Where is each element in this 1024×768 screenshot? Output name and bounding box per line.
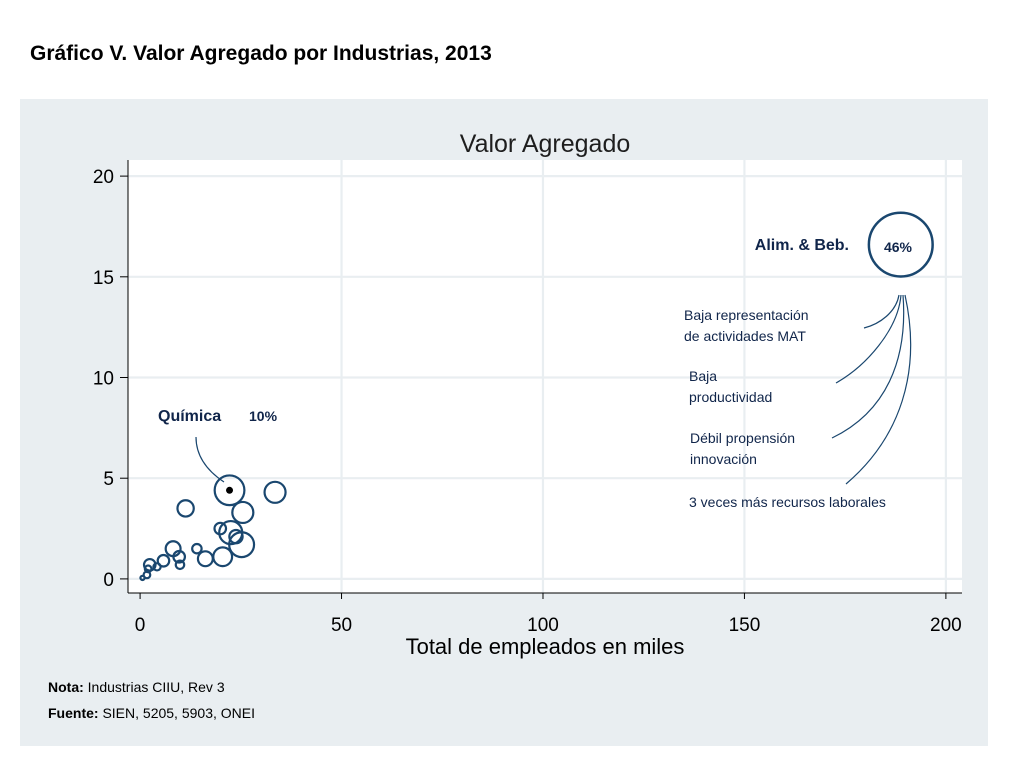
data-point bbox=[139, 574, 146, 582]
y-tick-label: 15 bbox=[93, 268, 114, 289]
grid-lines bbox=[128, 160, 962, 593]
annotation-baja-representacion: Baja representación de actividades MAT bbox=[684, 307, 809, 344]
leader-line-4 bbox=[845, 294, 912, 485]
x-tick-label: 200 bbox=[930, 615, 962, 636]
data-point bbox=[191, 542, 203, 555]
annotation-debil-propension: Débil propensión innovación bbox=[690, 430, 795, 467]
y-tick-label: 0 bbox=[103, 570, 114, 591]
x-tick-label: 100 bbox=[527, 615, 559, 636]
data-point bbox=[152, 562, 162, 572]
data-point bbox=[231, 500, 255, 525]
annotation-line: Débil propensión bbox=[690, 430, 795, 446]
note-text: Industrias CIIU, Rev 3 bbox=[87, 679, 225, 695]
source-label: Fuente: bbox=[48, 705, 99, 721]
source-text: SIEN, 5205, 5903, ONEI bbox=[102, 705, 255, 721]
axis-ticks: 0 50 100 150 200 0 5 10 15 20 bbox=[93, 167, 962, 636]
y-tick-label: 20 bbox=[93, 167, 114, 188]
data-points bbox=[139, 211, 934, 582]
data-point bbox=[174, 559, 186, 571]
x-tick-label: 150 bbox=[729, 615, 761, 636]
quimica-label: Química bbox=[158, 408, 221, 425]
data-point bbox=[228, 528, 244, 545]
leader-line-1 bbox=[863, 294, 900, 329]
data-point bbox=[176, 499, 195, 518]
annotation-baja-productividad: Baja productividad bbox=[689, 368, 772, 405]
annotation-line: 3 veces más recursos laborales bbox=[689, 494, 886, 510]
quimica-leader-line bbox=[195, 436, 225, 483]
alim-beb-share-label: 46% bbox=[884, 239, 913, 255]
annotation-line: Baja bbox=[689, 368, 717, 384]
data-point bbox=[142, 570, 152, 580]
chart-title: Valor Agregado bbox=[460, 130, 631, 158]
leader-line-2 bbox=[835, 294, 902, 384]
data-point bbox=[156, 553, 171, 568]
data-point bbox=[172, 549, 187, 564]
source-line: Fuente: SIEN, 5205, 5903, ONEI bbox=[48, 700, 255, 726]
x-tick-label: 0 bbox=[135, 615, 146, 636]
data-point bbox=[867, 211, 934, 278]
note-label: Nota: bbox=[48, 679, 84, 695]
alim-beb-label: Alim. & Beb. bbox=[755, 237, 849, 254]
annotation-curves bbox=[195, 294, 912, 485]
quimica-share-label: 10% bbox=[249, 408, 278, 424]
data-point bbox=[263, 480, 287, 504]
x-tick-label: 50 bbox=[331, 615, 352, 636]
data-point bbox=[213, 474, 246, 507]
x-axis-label: Total de empleados en miles bbox=[406, 634, 685, 659]
axes bbox=[127, 160, 962, 594]
leader-line-3 bbox=[831, 294, 905, 439]
annotation-line: productividad bbox=[689, 389, 772, 405]
note-line: Nota: Industrias CIIU, Rev 3 bbox=[48, 674, 255, 700]
chart-notes: Nota: Industrias CIIU, Rev 3 Fuente: SIE… bbox=[48, 674, 255, 726]
annotation-texts: Baja representación de actividades MAT Ba… bbox=[684, 307, 886, 510]
annotation-line: de actividades MAT bbox=[684, 328, 806, 344]
y-tick-label: 5 bbox=[103, 469, 114, 490]
data-point bbox=[196, 550, 214, 568]
annotation-line: Baja representación bbox=[684, 307, 809, 323]
data-point bbox=[228, 531, 256, 559]
page-title: Gráfico V. Valor Agregado por Industrias… bbox=[30, 42, 492, 65]
y-tick-label: 10 bbox=[93, 369, 114, 390]
annotation-line: innovación bbox=[690, 451, 757, 467]
quimica-center-dot bbox=[226, 486, 234, 494]
annotation-recursos-laborales: 3 veces más recursos laborales bbox=[689, 494, 886, 510]
